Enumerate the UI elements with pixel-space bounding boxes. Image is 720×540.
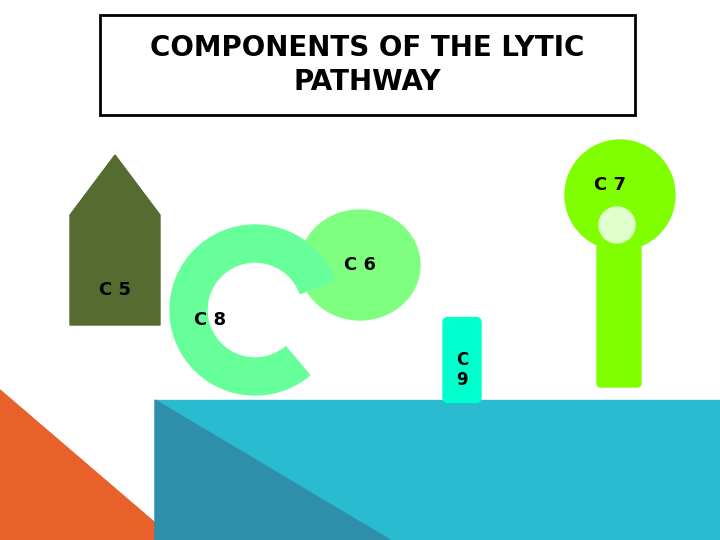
FancyBboxPatch shape xyxy=(597,244,641,387)
Polygon shape xyxy=(155,400,390,540)
Wedge shape xyxy=(170,225,335,395)
Polygon shape xyxy=(155,400,720,540)
Polygon shape xyxy=(0,390,175,540)
Circle shape xyxy=(565,140,675,250)
Circle shape xyxy=(599,207,635,243)
Ellipse shape xyxy=(300,210,420,320)
Text: C 7: C 7 xyxy=(594,176,626,194)
Text: C
9: C 9 xyxy=(456,350,468,389)
Text: C 5: C 5 xyxy=(99,281,131,299)
FancyBboxPatch shape xyxy=(443,318,481,402)
Text: C 6: C 6 xyxy=(344,256,376,274)
Polygon shape xyxy=(70,155,160,325)
FancyBboxPatch shape xyxy=(100,15,635,115)
Text: COMPONENTS OF THE LYTIC
PATHWAY: COMPONENTS OF THE LYTIC PATHWAY xyxy=(150,34,585,96)
Text: C 8: C 8 xyxy=(194,311,226,329)
